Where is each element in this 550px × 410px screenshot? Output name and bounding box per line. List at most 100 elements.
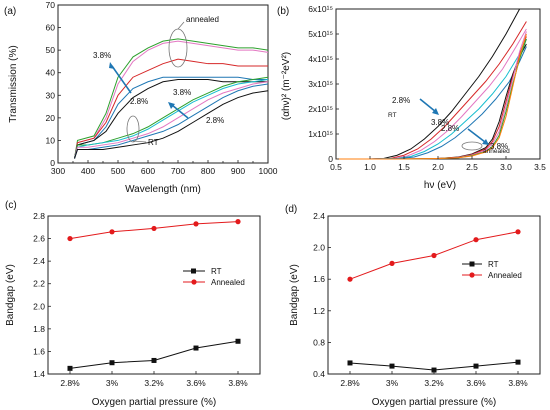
panel-d-y-tick-label: 0.8 [313,337,325,347]
panel-d-x-tick-label: 3.2% [424,378,444,388]
panel-c-annealed-point [235,219,241,225]
panel-c-rt-point [67,365,73,371]
panel-c-annealed-point [67,235,73,242]
panel-d-plot-frame [327,215,541,375]
panel-a-x-tick-label: 400 [81,166,95,176]
panel-a-series-line [74,83,269,159]
panel-d: (d) 2.8% 3% 3.2% 3.6% 3.8% 0.4 0.8 1.2 1.6 2.0 2.… [285,204,541,408]
panel-b-arrow-annealed [467,128,486,143]
panel-a-x-tick-label: 600 [141,166,155,176]
panel-c-annealed-point [109,229,115,235]
panel-d-rt-point [473,363,479,369]
panel-d-legend-rt: RT [488,260,499,269]
panel-a-y-tick-label: 40 [46,68,56,78]
panel-c-x-label: Oxygen partial pressure (%) [92,397,217,408]
panel-c-plot-frame [47,215,261,375]
panel-b-x-tick-label: 2.5 [466,162,478,172]
panel-b-ann-3-8-bottom: 3.8% [490,142,508,151]
panel-d-legend: RT Annealed [462,260,522,280]
panel-c-y-tick-label: 1.6 [33,346,45,356]
panel-d-x-tick-label: 3.6% [466,378,486,388]
panel-b-x-label: hν (eV) [424,180,456,191]
panel-c-label: (c) [5,200,17,211]
panel-a-label: (a) [4,6,16,17]
panel-a-arrow-rt [171,104,189,119]
panel-d-y-tick-label: 2.4 [313,211,325,221]
panel-c-legend-annealed-marker [191,279,197,285]
panel-c-legend-annealed: Annealed [211,278,245,287]
panel-a-series-line [74,76,268,159]
panel-d-y-tick-label: 0.4 [313,369,325,379]
panel-b-ann-3-8-top: 3.8% [431,118,449,127]
panel-a-rt-ellipse [126,115,140,143]
panel-a-x-tick-label: 900 [231,166,245,176]
panel-d-y-tick-label: 2.0 [313,243,325,253]
panel-c-legend-rt-marker [191,268,196,274]
panel-b-y-tick-label: 5x10¹⁵ [308,29,333,39]
panel-c-y-tick-label: 1.4 [33,369,45,379]
panel-b-annealed-ellipse [461,141,483,151]
panel-a-y-tick-label: 0 [50,158,55,168]
panel-d-label: (d) [285,204,297,215]
panel-b-ann-rt: RT [388,112,397,119]
panel-b-x-tick-label: 3.5 [534,162,546,172]
panel-a-x-tick-label: 1000 [259,166,278,176]
panel-a-arrowhead-rt [168,102,175,109]
panel-a-y-tick-label: 60 [46,23,56,33]
panel-d-y-tick-label: 1.6 [313,274,325,284]
panel-d-y-label: Bandgap (eV) [289,264,300,326]
panel-b-x-tick-label: 1.0 [364,162,376,172]
panel-a-x-tick-label: 700 [171,166,185,176]
panel-d-rt-point [515,359,521,365]
panel-a-ann-rt: RT [148,138,159,147]
panel-a-series-line [74,40,269,159]
panel-a-rt-leader [132,140,147,143]
panel-c-legend: RT Annealed [183,267,245,287]
panel-a-series-line [74,90,269,159]
panel-c-y-tick-label: 2.4 [33,256,45,266]
panel-c-y-label: Bandgap (eV) [5,264,16,326]
panel-c: (c) 2.8% 3% 3.2% 3.6% 3.8% 1.4 1.6 1.8 2.0 2.2 2.… [5,200,261,408]
panel-a-ann-annealed: annealed [186,15,219,24]
panel-c-y-tick-label: 2.2 [33,279,45,289]
panel-d-legend-annealed: Annealed [488,271,522,280]
panel-b-x-tick-label: 2.0 [432,162,444,172]
panel-c-annealed-point [151,225,157,232]
panel-d-annealed-point [515,229,521,235]
panel-d-y-tick-label: 1.2 [313,306,325,316]
panel-a-arrow-annealed [111,65,132,94]
panel-d-legend-annealed-marker [469,272,475,278]
panel-b-y-tick-label: 4x10¹⁵ [308,54,333,64]
panel-b-y-tick-label: 0 [328,154,333,164]
panel-a-series-line [74,78,269,159]
panel-d-rt-point [431,367,437,373]
panel-c-rt-point [193,345,199,351]
panel-b-label: (b) [277,6,289,17]
panel-b-y-tick-label: 6x10¹⁵ [308,4,333,14]
panel-c-rt-point [109,360,115,366]
panel-b-arrowhead-annealed [482,139,489,145]
panel-a-series-line [74,58,268,159]
panel-a-ann-3-8-bottom: 3.8% [173,88,191,97]
panel-b-y-label: (αhν)² (m⁻²eV²) [281,52,292,120]
panel-b-series-line [336,33,527,160]
panel-a-y-tick-label: 20 [46,113,56,123]
panel-c-y-tick-label: 2.8 [33,211,45,221]
panel-b-ann-2-8-top: 2.8% [392,96,410,105]
panel-c-annealed-point [193,221,199,227]
panel-a-x-tick-label: 300 [51,166,65,176]
panel-c-legend-rt: RT [211,267,222,276]
panel-a-arrowhead-annealed [109,62,115,69]
panel-d-legend-rt-marker [469,261,475,267]
panel-a-annealed-leader [177,21,185,30]
panel-c-x-tick-label: 3.6% [186,378,206,388]
panel-b-ann-2-8-bottom: 2.8% [441,124,459,133]
panel-d-annealed-point [389,260,395,266]
panel-b-arrow-rt [419,98,437,113]
panel-b-x-tick-label: 1.5 [398,162,410,172]
panel-a-x-tick-label: 500 [111,166,125,176]
panel-d-rt-point [347,360,353,366]
panel-a-y-tick-label: 10 [46,135,56,145]
panel-b-series-line [336,8,521,160]
panel-b: (b) 0.5 1.0 1.5 2.0 2.5 3.0 3.5 0 1x10¹⁵ 2x10¹⁵ 3… [277,4,546,191]
